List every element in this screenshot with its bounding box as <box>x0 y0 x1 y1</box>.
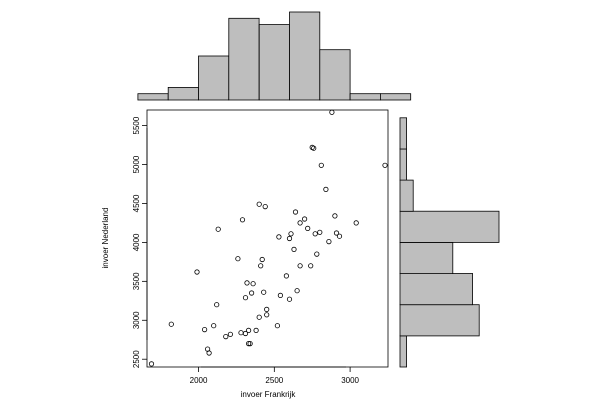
right-histogram-bar <box>399 335 407 368</box>
scatter-point <box>223 333 229 340</box>
scatter-point <box>333 230 340 236</box>
scatter-point <box>258 263 264 269</box>
scatter-point <box>317 229 323 235</box>
scatter-point <box>211 323 217 329</box>
scatter-point <box>332 213 338 219</box>
scatter-point <box>168 321 174 327</box>
scatter-point <box>308 263 314 269</box>
y-tick-label: 5500 <box>132 116 141 134</box>
y-tick-label: 3500 <box>132 272 141 290</box>
scatter-point <box>312 231 318 237</box>
scatter-point <box>238 330 244 336</box>
top-histogram-bar <box>228 17 260 101</box>
scatter-point <box>235 256 241 262</box>
right-histogram-bar <box>399 117 407 150</box>
scatter-point <box>297 263 303 269</box>
x-axis: 2000 2500 3000 <box>190 366 360 385</box>
scatter-point <box>277 292 283 298</box>
top-histogram-bar <box>379 93 412 101</box>
scatter-point <box>246 340 252 347</box>
top-histogram-bar <box>198 55 230 101</box>
scatter-point <box>250 281 256 287</box>
scatter-point <box>294 288 300 294</box>
y-axis: 2500 3000 3500 4000 4500 5000 5500 <box>132 116 148 368</box>
scatter-point <box>259 256 265 263</box>
scatter-point <box>242 330 249 337</box>
y-axis-title: invoer Nederland <box>101 208 110 269</box>
scatter-point <box>256 201 262 207</box>
right-histogram-bar <box>399 241 454 274</box>
scatter-point <box>274 323 280 329</box>
scatter-point <box>353 220 359 226</box>
scatter-point <box>256 314 262 320</box>
scatter-point <box>301 216 308 222</box>
top-histogram-bar <box>137 93 169 101</box>
x-tick-label: 2000 <box>190 376 208 385</box>
scatter-point <box>323 186 329 192</box>
scatter-point <box>202 326 208 333</box>
scatter-point <box>305 225 311 231</box>
top-histogram-bar <box>258 24 290 101</box>
scatter-point <box>276 234 282 240</box>
scatter-point <box>244 280 250 286</box>
scatter-point <box>336 233 343 239</box>
top-histogram-bar <box>349 93 381 101</box>
y-tick-label: 2500 <box>132 350 141 368</box>
scatter-point <box>292 209 299 215</box>
scatter-point <box>253 327 259 333</box>
scatter-point <box>286 235 293 242</box>
scatter-point <box>247 340 253 347</box>
scatter-point <box>264 312 270 318</box>
right-histogram-bar <box>399 148 407 181</box>
top-histogram <box>137 11 412 101</box>
scatter-point <box>261 289 267 295</box>
y-tick-label: 3000 <box>132 311 141 329</box>
right-histogram-bar <box>399 304 480 337</box>
scatter-point <box>382 162 388 168</box>
scatter-point <box>194 269 200 275</box>
scatter-point <box>318 162 324 168</box>
scatter-point <box>215 226 221 232</box>
scatter-point <box>214 302 220 308</box>
right-histogram <box>399 117 500 368</box>
top-histogram-bar <box>167 87 199 101</box>
scatter-point <box>291 246 297 252</box>
scatter-point <box>329 109 335 115</box>
right-histogram-bar <box>399 179 414 212</box>
right-histogram-bar <box>399 210 500 243</box>
right-histogram-bar <box>399 273 473 306</box>
scatter-point <box>288 231 294 237</box>
scatter-point <box>264 306 270 312</box>
plot-frame <box>146 109 389 368</box>
scatter-point <box>297 220 303 226</box>
x-axis-title: invoer Frankrijk <box>241 390 297 399</box>
x-tick-label: 3000 <box>341 376 359 385</box>
y-tick-label: 4000 <box>132 233 141 251</box>
scatter-point <box>283 273 289 279</box>
scatter-point <box>239 217 246 223</box>
scatter-point <box>227 331 233 337</box>
scatter-point <box>246 327 252 333</box>
scatter-point <box>286 296 293 302</box>
scatter-point <box>249 290 255 296</box>
scatter-point <box>262 204 268 210</box>
y-tick-label: 4500 <box>132 194 141 212</box>
top-histogram-bar <box>319 49 351 101</box>
scatter-point <box>326 239 332 245</box>
y-tick-label: 5000 <box>132 155 141 173</box>
scatter-point <box>242 295 249 301</box>
scatter-point <box>148 361 155 367</box>
scatter-point <box>311 145 317 151</box>
scatter-point <box>314 251 320 257</box>
top-histogram-bar <box>289 11 321 101</box>
scatter-point <box>206 350 212 356</box>
scatter-points <box>148 109 388 367</box>
x-tick-label: 2500 <box>265 376 283 385</box>
